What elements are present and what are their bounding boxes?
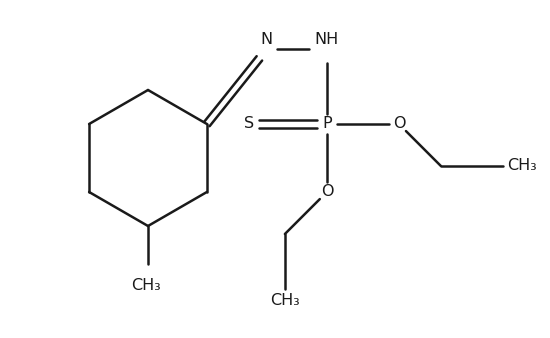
Text: CH₃: CH₃: [270, 293, 300, 308]
Text: CH₃: CH₃: [507, 159, 537, 173]
Text: N: N: [261, 32, 273, 47]
Text: S: S: [244, 117, 254, 131]
Text: NH: NH: [315, 32, 339, 47]
Text: P: P: [322, 117, 332, 131]
Text: O: O: [393, 117, 405, 131]
Text: O: O: [321, 185, 333, 199]
Text: CH₃: CH₃: [131, 278, 161, 293]
